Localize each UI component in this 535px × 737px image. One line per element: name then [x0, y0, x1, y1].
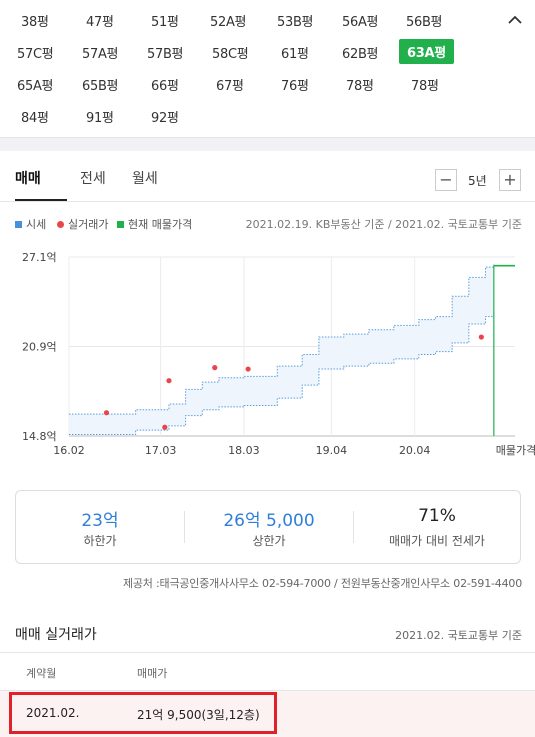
size-option[interactable]: 65A평	[17, 79, 54, 94]
divider	[0, 652, 535, 653]
upper-price-label: 상한가	[252, 534, 286, 548]
row-month: 2021.02.	[26, 706, 80, 720]
size-option[interactable]: 52A평	[210, 15, 247, 30]
size-option[interactable]: 57C평	[17, 47, 54, 62]
size-option[interactable]: 65B평	[82, 79, 119, 94]
size-option[interactable]: 56A평	[342, 15, 379, 30]
table-row[interactable]	[0, 691, 535, 737]
x-tick-label: 18.03	[228, 444, 260, 457]
tab-sale[interactable]: 매매	[15, 171, 41, 187]
upper-price-value: 26억 5,000	[223, 511, 315, 531]
price-range-area	[69, 264, 494, 435]
legend-market-price: 시세	[15, 216, 46, 232]
lower-price-line	[69, 313, 495, 436]
summary-lower: 23억 하한가	[16, 491, 184, 563]
column-header-month: 계약월	[26, 667, 57, 680]
legend-listing-price: 현재 매물가격	[117, 216, 192, 232]
price-summary: 23억 하한가 26억 5,000 상한가 71% 매매가 대비 전세가	[15, 490, 521, 564]
lower-price-value: 23억	[81, 511, 119, 531]
size-option[interactable]: 58C평	[212, 47, 249, 62]
dot-icon	[57, 221, 64, 228]
x-tick-label: 17.03	[145, 444, 177, 457]
y-tick-label: 14.8억	[22, 430, 57, 443]
tab-jeonse[interactable]: 전세	[80, 171, 106, 187]
size-option-selected[interactable]: 63A평	[399, 39, 454, 64]
size-option[interactable]: 84평	[21, 111, 49, 126]
lower-price-label: 하한가	[83, 534, 117, 548]
column-header-price: 매매가	[137, 667, 168, 680]
jeonse-ratio-label: 매매가 대비 전세가	[389, 534, 485, 548]
tab-monthly-rent[interactable]: 월세	[132, 171, 158, 187]
size-option[interactable]: 47평	[86, 15, 114, 30]
size-option[interactable]: 67평	[216, 79, 244, 94]
data-provider: 제공처 :태극공인중개사사무소 02-594-7000 / 전원부동산중개인사무…	[122, 577, 522, 590]
chart-source-note: 2021.02.19. KB부동산 기준 / 2021.02. 국토교통부 기준	[245, 218, 522, 231]
size-option[interactable]: 62B평	[342, 47, 379, 62]
actual-price-point	[103, 410, 110, 416]
size-option[interactable]: 66평	[151, 79, 179, 94]
size-option[interactable]: 76평	[281, 79, 309, 94]
summary-upper: 26억 5,000 상한가	[185, 491, 353, 563]
x-tick-label: 매물가격	[496, 444, 535, 457]
square-icon	[15, 221, 22, 228]
size-selector: 38평 47평 51평 52A평 53B평 56A평 56B평 57C평 57A…	[0, 0, 535, 137]
size-option[interactable]: 51평	[151, 15, 179, 30]
deal-type-tabs: 매매 전세 월세 − 5년 +	[0, 151, 535, 203]
size-option[interactable]: 91평	[86, 111, 114, 126]
transactions-title: 매매 실거래가	[15, 627, 97, 643]
size-option[interactable]: 56B평	[406, 15, 443, 30]
square-icon	[117, 221, 124, 228]
actual-price-point	[478, 334, 484, 340]
y-tick-label: 20.9억	[22, 341, 57, 354]
x-tick-label: 20.04	[399, 444, 431, 457]
size-option[interactable]: 57B평	[147, 47, 184, 62]
divider	[0, 690, 535, 691]
size-option[interactable]: 38평	[21, 15, 49, 30]
summary-ratio: 71% 매매가 대비 전세가	[354, 491, 520, 563]
tabs-divider	[0, 201, 535, 202]
actual-price-point	[212, 365, 218, 371]
transactions-source: 2021.02. 국토교통부 기준	[395, 629, 522, 642]
size-option[interactable]: 57A평	[82, 47, 119, 62]
size-option[interactable]: 92평	[151, 111, 179, 126]
jeonse-ratio-value: 71%	[418, 506, 456, 526]
period-label: 5년	[468, 174, 487, 188]
size-option[interactable]: 53B평	[277, 15, 314, 30]
period-increase-button[interactable]: +	[499, 169, 521, 191]
y-tick-label: 27.1억	[22, 251, 57, 264]
row-price: 21억 9,500(3일,12층)	[137, 708, 260, 722]
x-tick-label: 19.04	[316, 444, 348, 457]
legend-actual-price: 실거래가	[57, 216, 108, 232]
section-divider	[0, 137, 535, 151]
chevron-up-icon[interactable]	[505, 10, 525, 30]
x-tick-label: 16.02	[53, 444, 85, 457]
summary-divider	[353, 511, 354, 543]
upper-price-line	[69, 264, 495, 415]
highlight-box	[9, 692, 277, 734]
size-option[interactable]: 61평	[281, 47, 309, 62]
active-tab-indicator	[15, 199, 67, 201]
summary-divider	[184, 511, 185, 543]
actual-price-point	[162, 424, 168, 430]
actual-price-point	[245, 366, 251, 372]
actual-price-point	[166, 378, 172, 384]
size-option[interactable]: 78평	[411, 79, 439, 94]
period-decrease-button[interactable]: −	[435, 169, 457, 191]
size-option[interactable]: 78평	[346, 79, 374, 94]
